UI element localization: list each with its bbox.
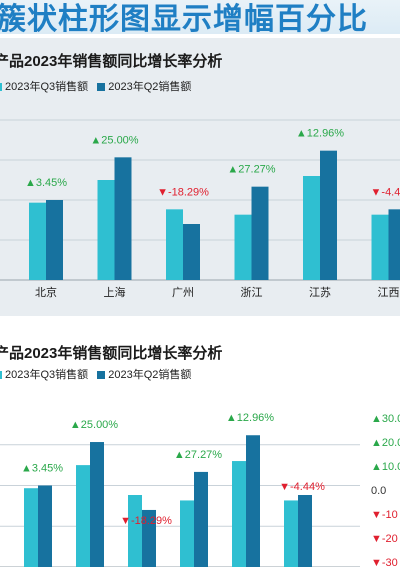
bar-q2: [142, 509, 156, 567]
chart-panel-2: 产品2023年销售额同比增长率分析 2023年Q3销售额 2023年Q2销售额 …: [0, 330, 400, 567]
legend-label-q3: 2023年Q3销售额: [5, 81, 89, 93]
secondary-axis-tick: ▲20.0: [371, 437, 400, 449]
bar-q3: [128, 495, 142, 567]
bar-q2: [251, 186, 269, 280]
bar-q3: [232, 461, 246, 567]
secondary-axis-tick: ▲10.0: [371, 461, 400, 473]
banner-title: 簇状柱形图显示增幅百分比: [0, 3, 368, 34]
legend-swatch-q3: [0, 83, 2, 92]
category-label: 上海: [104, 285, 126, 299]
bar-q3: [24, 488, 38, 567]
bar-q2: [246, 435, 260, 567]
growth-label: ▲3.45%: [21, 463, 63, 475]
legend-label-q2: 2023年Q2销售额: [108, 369, 192, 381]
legend-swatch-q2: [97, 371, 106, 380]
category-label: 浙江: [241, 286, 263, 299]
bar-q3: [303, 176, 320, 280]
bar-q2: [38, 485, 52, 567]
secondary-axis-tick: ▼-10: [371, 509, 398, 521]
bar-q3: [234, 214, 252, 280]
bar-q2: [46, 200, 63, 280]
chart-legend: 2023年Q3销售额 2023年Q2销售额: [0, 366, 191, 382]
growth-label: ▲25.00%: [90, 134, 138, 146]
category-label: 北京: [35, 285, 57, 299]
bar-q3: [76, 465, 90, 567]
growth-label: ▼-4.44%: [279, 481, 325, 493]
bar-q3: [29, 202, 46, 280]
bar-q3: [166, 209, 183, 280]
bar-q3: [97, 180, 115, 280]
legend-swatch-q3: [0, 371, 2, 380]
bar-q2: [183, 224, 200, 280]
secondary-axis-tick: ▼-20: [371, 533, 398, 545]
chart-title: 产品2023年销售额同比增长率分析: [0, 53, 223, 70]
category-label: 江苏: [309, 286, 331, 299]
bar-q2: [320, 150, 337, 280]
category-label: 广州: [172, 286, 194, 299]
bar-q2: [298, 495, 312, 567]
bar-q2: [388, 209, 400, 280]
secondary-axis-tick: ▲30.0: [371, 413, 400, 425]
secondary-axis-tick: 0.0: [371, 485, 386, 497]
growth-label: ▲12.96%: [296, 128, 344, 140]
bar-q2: [90, 442, 104, 567]
growth-label: ▼-18.29%: [157, 186, 209, 198]
growth-label: ▲25.00%: [70, 419, 118, 431]
chart-legend: 2023年Q3销售额 2023年Q2销售额: [0, 78, 191, 94]
growth-label: ▼-4.44: [371, 186, 400, 198]
bar-q3: [284, 500, 298, 567]
legend-label-q2: 2023年Q2销售额: [108, 81, 192, 93]
chart-plot-2: 北京▲3.45%上海▲25.00%广州▼-18.29%浙江▲27.27%江苏▲1…: [0, 412, 400, 567]
chart-title: 产品2023年销售额同比增长率分析: [0, 345, 223, 362]
category-label: 江西: [378, 286, 400, 299]
bar-q2: [114, 157, 132, 280]
bar-q3: [371, 214, 389, 280]
chart-panel-1: 产品2023年销售额同比增长率分析 2023年Q3销售额 2023年Q2销售额 …: [0, 38, 400, 316]
bar-q3: [180, 500, 194, 567]
legend-swatch-q2: [97, 83, 106, 92]
chart-plot-1: 北京 ▲3.45% 上海 ▲25.00% 广州 ▼-18.29% 浙江 ▲27.27% 江苏 ▲1…: [0, 119, 400, 299]
growth-label: ▼-18.29%: [120, 515, 172, 527]
growth-label: ▲3.45%: [25, 177, 67, 189]
growth-label: ▲27.27%: [174, 449, 222, 461]
legend-label-q3: 2023年Q3销售额: [5, 369, 89, 381]
bar-q2: [194, 471, 208, 567]
growth-label: ▲27.27%: [227, 164, 275, 176]
banner: 簇状柱形图显示增幅百分比: [0, 0, 400, 34]
growth-label: ▲12.96%: [226, 412, 274, 424]
secondary-axis-tick: ▼-30: [371, 557, 398, 567]
